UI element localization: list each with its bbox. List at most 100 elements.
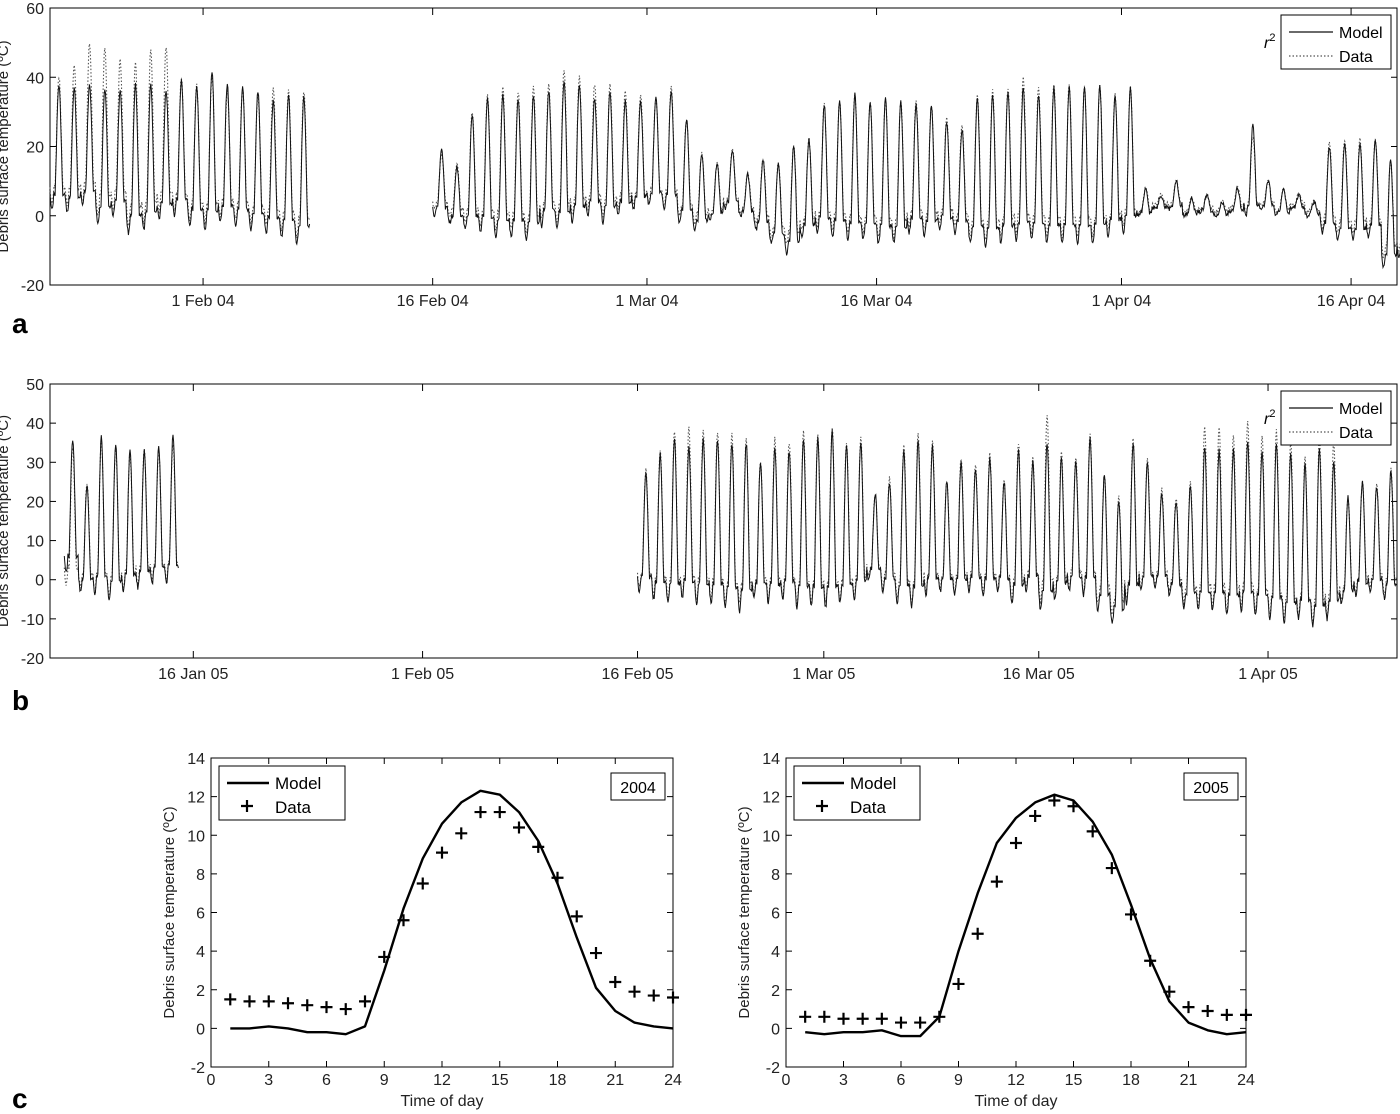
y-tick-label: -10 [21, 612, 44, 629]
y-tick-label: 30 [26, 455, 44, 472]
series-data [224, 806, 679, 1016]
y-axis-label: Debris surface temperature (ºC) [161, 806, 178, 1018]
legend-swatch-data [241, 800, 253, 812]
x-tick-label: 15 [491, 1072, 509, 1089]
series-line-model-segment [637, 429, 1397, 628]
y-tick-label: -2 [191, 1060, 205, 1077]
x-tick-label: 16 Jan 05 [158, 666, 228, 683]
data-point [1125, 908, 1137, 921]
y-tick-label: 0 [196, 1021, 205, 1038]
y-tick-label: 4 [196, 944, 205, 961]
y-tick-label: 50 [26, 377, 44, 394]
data-point [532, 840, 545, 853]
data-point [952, 977, 965, 990]
data-point [914, 1016, 927, 1029]
data-point [1163, 985, 1176, 998]
x-tick-label: 1 Feb 04 [171, 293, 234, 310]
series-line-model [805, 793, 1247, 1038]
legend-label-model: Model [1339, 401, 1383, 418]
y-tick-label: -20 [21, 278, 44, 295]
y-tick-label: 8 [771, 867, 780, 884]
year-label-box [1183, 772, 1239, 801]
y-tick-label: 8 [196, 867, 205, 884]
y-tick-label: -2 [766, 1060, 780, 1077]
x-tick-label: 1 Feb 05 [391, 666, 454, 683]
data-point [551, 871, 564, 884]
series-line-model [230, 789, 674, 1036]
x-tick-label: 21 [1180, 1072, 1198, 1089]
legend-label-model: Model [1339, 25, 1383, 42]
x-tick-label: 0 [782, 1072, 791, 1089]
data-point [301, 999, 314, 1012]
y-tick-label: 60 [26, 1, 44, 18]
data-point [590, 947, 602, 960]
data-point [1067, 800, 1080, 813]
x-tick-label: 16 Feb 05 [601, 666, 673, 683]
series-line-data-segment [432, 70, 1400, 259]
legend: Model Data [1280, 390, 1392, 446]
legend-label-model: Model [275, 774, 321, 793]
y-tick-label: 6 [196, 906, 205, 923]
r2-symbol: r [1264, 35, 1270, 52]
legend-label-data: Data [275, 798, 311, 817]
series-line-data-segment [636, 415, 1397, 624]
x-tick-label: 12 [433, 1072, 451, 1089]
x-tick-label: 6 [322, 1072, 331, 1089]
y-tick-label: -20 [21, 651, 44, 668]
data-point [243, 995, 256, 1008]
data-point [895, 1016, 907, 1029]
y-tick-label: 40 [26, 70, 44, 87]
year-label: 2005 [1193, 780, 1229, 797]
legend-box [1280, 390, 1392, 446]
data-point [933, 1010, 946, 1023]
data-point [1010, 836, 1022, 849]
y-tick-label: 2 [771, 983, 780, 1000]
data-point [474, 806, 487, 819]
data-point [647, 989, 660, 1002]
y-axis-label: Debris surface temperature (ºC) [0, 40, 12, 252]
y-tick-label: 10 [762, 828, 780, 845]
series-data [49, 43, 1400, 259]
x-tick-label: 3 [839, 1072, 848, 1089]
x-tick-label: 16 Feb 04 [397, 293, 469, 310]
x-tick-label: 18 [1122, 1072, 1140, 1089]
data-point [378, 950, 391, 963]
data-point [990, 875, 1003, 888]
data-point [799, 1010, 812, 1023]
data-point [837, 1012, 850, 1025]
x-tick-label: 0 [207, 1072, 216, 1089]
data-point [971, 927, 984, 940]
x-tick-label: 16 Apr 04 [1317, 293, 1386, 310]
x-tick-label: 21 [606, 1072, 624, 1089]
y-tick-label: 4 [771, 944, 780, 961]
data-point [609, 976, 622, 989]
y-tick-label: 2 [196, 983, 205, 1000]
r2-superscript: 2 [1269, 32, 1275, 44]
data-point [224, 993, 237, 1006]
legend: Model Data [793, 765, 921, 821]
legend-swatch-data [816, 800, 828, 812]
x-tick-label: 6 [897, 1072, 906, 1089]
y-tick-label: 14 [187, 751, 205, 768]
x-tick-label: 16 Mar 04 [841, 293, 913, 310]
legend-label-data: Data [1339, 49, 1373, 66]
data-point [1182, 1001, 1195, 1014]
x-tick-label: 1 Mar 05 [792, 666, 855, 683]
x-tick-label: 15 [1065, 1072, 1083, 1089]
x-tick-label: 24 [664, 1072, 682, 1089]
data-point [818, 1010, 831, 1023]
data-point [875, 1012, 888, 1025]
data-point [320, 1001, 333, 1014]
panel-label-c: c [12, 1083, 28, 1114]
x-tick-label: 3 [264, 1072, 273, 1089]
y-tick-label: 12 [187, 790, 205, 807]
y-tick-label: 20 [26, 140, 44, 157]
x-tick-label: 1 Mar 04 [615, 293, 678, 310]
data-point [667, 991, 679, 1004]
data-point [1086, 825, 1099, 838]
legend-box [1280, 14, 1392, 70]
series-line-data-segment [49, 43, 311, 239]
axes-frame [49, 383, 1398, 659]
